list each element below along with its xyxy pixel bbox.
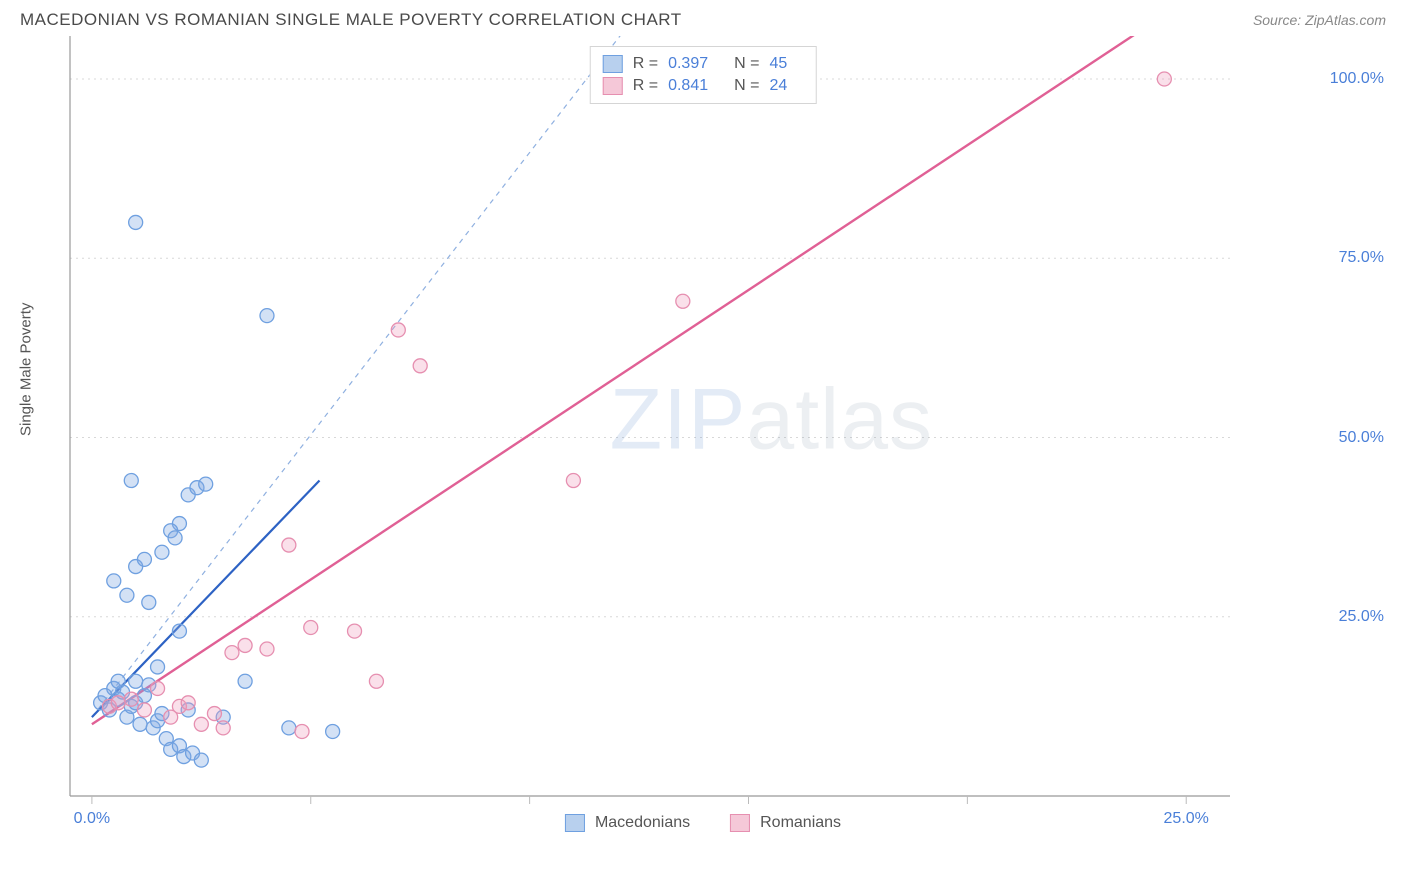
legend-series-item: Macedonians — [565, 814, 690, 832]
legend-series-label: Romanians — [760, 814, 841, 832]
y-tick-label: 50.0% — [1339, 429, 1384, 447]
r-label: R = — [633, 77, 658, 95]
legend-swatch — [603, 55, 623, 73]
chart-title: MACEDONIAN VS ROMANIAN SINGLE MALE POVER… — [20, 10, 682, 30]
scatter-chart — [20, 36, 1300, 836]
y-axis-label: Single Male Poverty — [18, 303, 35, 436]
r-value: 0.397 — [668, 55, 708, 73]
source-label: Source: ZipAtlas.com — [1253, 12, 1386, 28]
legend-series-item: Romanians — [730, 814, 841, 832]
y-tick-label: 75.0% — [1339, 249, 1384, 267]
legend-series-label: Macedonians — [595, 814, 690, 832]
legend-correlation-row: R = 0.397 N = 45 — [603, 53, 804, 75]
y-tick-label: 100.0% — [1330, 70, 1384, 88]
chart-container: Single Male Poverty ZIPatlas R =0.397N =… — [20, 36, 1386, 836]
n-label: N = — [734, 55, 759, 73]
n-label: N = — [734, 77, 759, 95]
n-value: 45 — [769, 55, 787, 73]
r-label: R = — [633, 55, 658, 73]
legend-correlation-row: R = 0.841 N = 24 — [603, 75, 804, 97]
x-tick-label: 0.0% — [74, 810, 110, 828]
x-tick-label: 25.0% — [1164, 810, 1209, 828]
legend-swatch — [730, 814, 750, 832]
r-value: 0.841 — [668, 77, 708, 95]
series-legend: Macedonians Romanians — [565, 814, 841, 832]
correlation-legend: R = 0.397 N = 45 R = 0.841 N = 24 — [590, 46, 817, 104]
y-tick-label: 25.0% — [1339, 608, 1384, 626]
legend-swatch — [603, 77, 623, 95]
n-value: 24 — [769, 77, 787, 95]
legend-swatch — [565, 814, 585, 832]
